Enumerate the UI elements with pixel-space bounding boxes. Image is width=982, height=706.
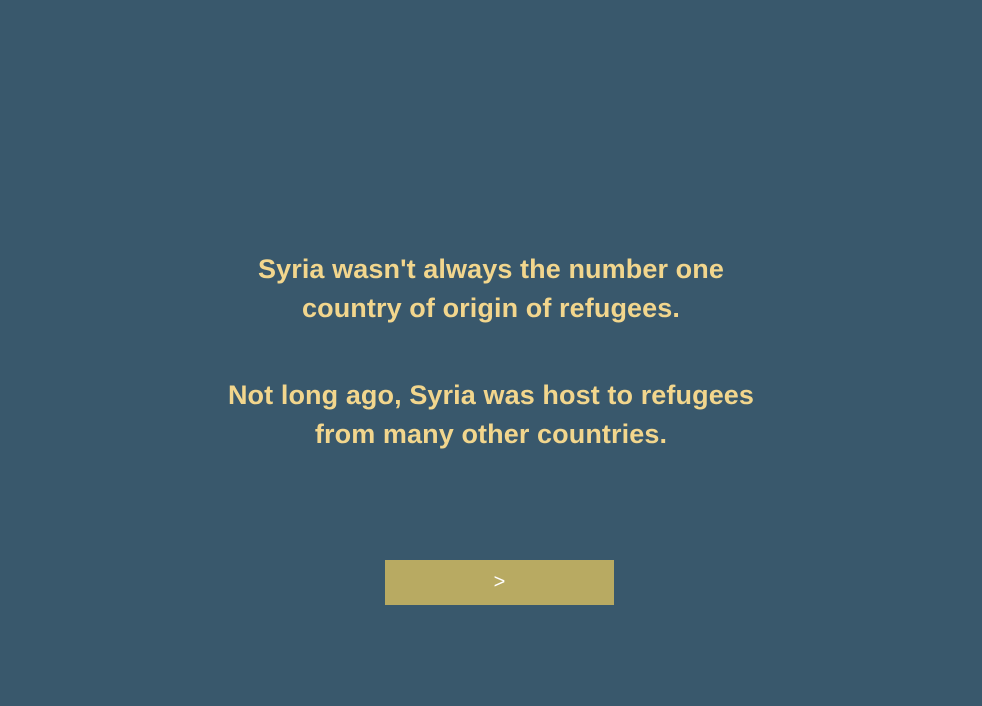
host-line-1: Not long ago, Syria was host to refugees [227,380,755,410]
intro-line-1: Syria wasn't always the number one [258,254,724,284]
host-paragraph: Not long ago, Syria was host to refugees… [0,376,982,454]
intro-line-2: country of origin of refugees. [301,293,681,323]
intro-paragraph: Syria wasn't always the number one count… [0,250,982,328]
next-button[interactable]: > [385,560,614,605]
host-line-2: from many other countries. [314,419,668,449]
